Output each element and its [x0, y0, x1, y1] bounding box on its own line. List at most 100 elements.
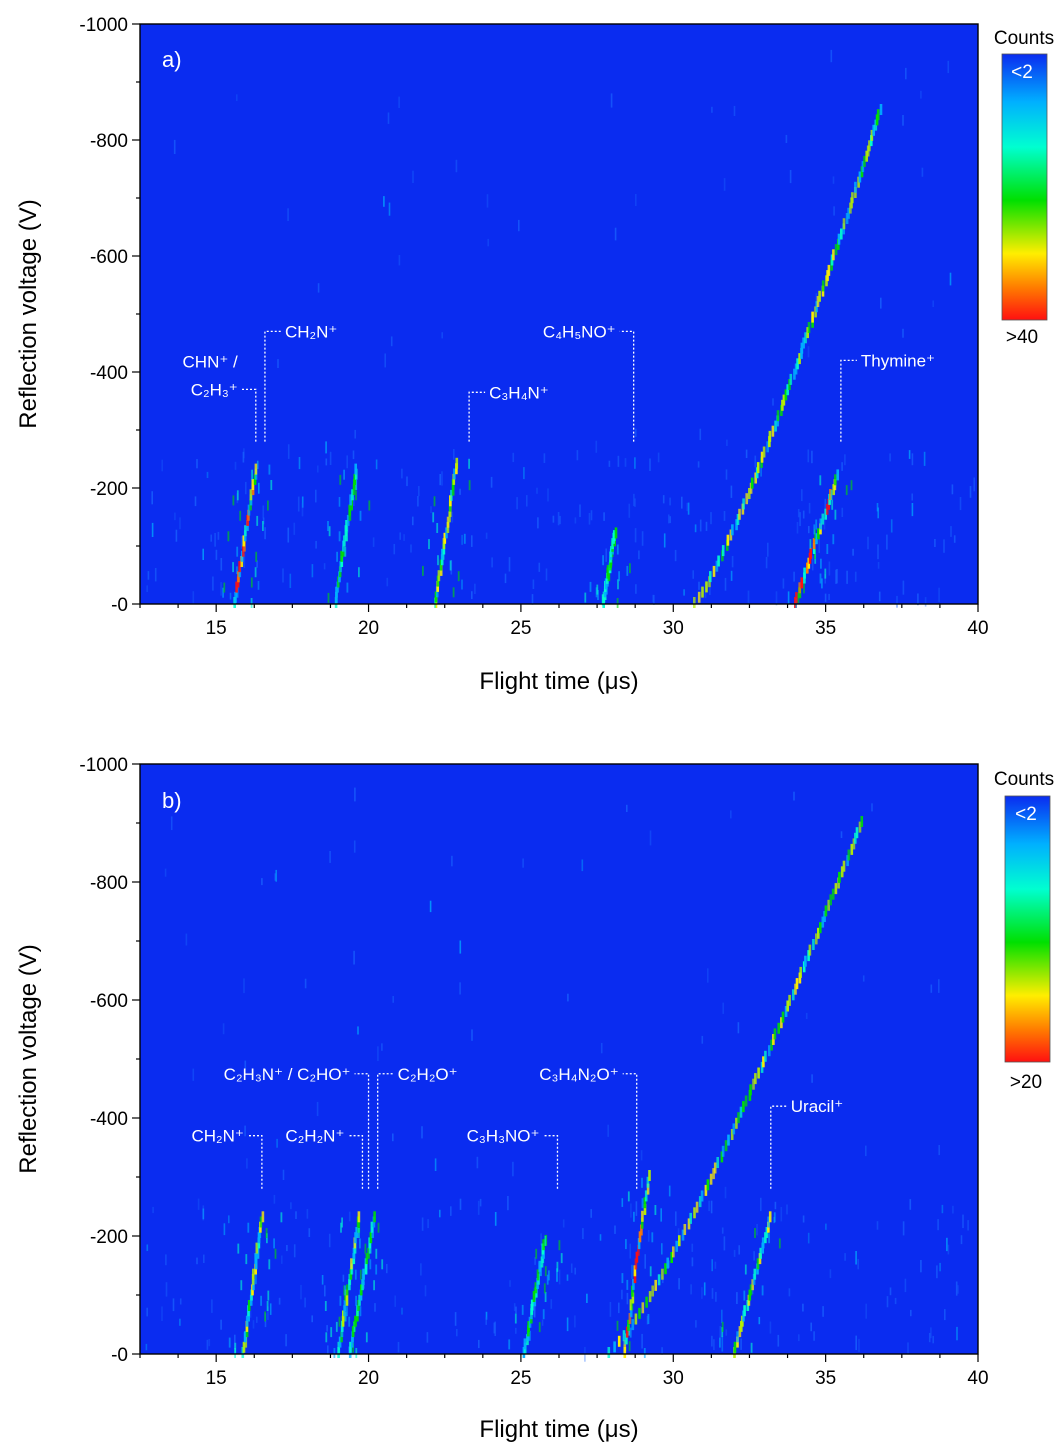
noise-speck — [381, 1043, 383, 1051]
trace-segment — [799, 966, 802, 978]
noise-speck — [738, 1245, 740, 1255]
trace-segment — [452, 587, 455, 598]
trace-segment — [803, 567, 806, 579]
noise-speck — [434, 1158, 437, 1171]
trace-segment — [349, 1341, 352, 1353]
noise-speck — [836, 569, 838, 584]
noise-speck — [393, 543, 396, 555]
trace-segment — [712, 1168, 715, 1180]
trace-segment — [343, 1300, 347, 1311]
noise-speck — [222, 1023, 225, 1035]
trace-segment — [625, 1239, 627, 1250]
trace-segment — [629, 1299, 633, 1311]
noise-speck — [556, 1268, 558, 1282]
noise-speck — [635, 1201, 638, 1216]
noise-speck — [471, 535, 473, 547]
trace-segment — [268, 1259, 271, 1270]
noise-speck — [427, 1219, 429, 1229]
noise-speck — [609, 1302, 612, 1317]
trace-segment — [687, 1218, 691, 1230]
trace-segment — [666, 1257, 669, 1269]
noise-speck — [301, 496, 304, 508]
noise-speck — [244, 1060, 247, 1070]
noise-speck — [328, 1233, 331, 1248]
trace-segment — [798, 353, 801, 365]
noise-speck — [691, 1257, 694, 1267]
trace-segment — [834, 883, 838, 895]
trace-segment — [602, 555, 604, 566]
noise-speck — [311, 1315, 313, 1323]
trace-segment — [340, 1222, 342, 1233]
trace-segment — [713, 1162, 717, 1174]
trace-segment — [809, 539, 812, 550]
trace-segment — [640, 1217, 644, 1229]
noise-speck — [262, 505, 265, 519]
trace-segment — [672, 1246, 675, 1258]
noise-speck — [550, 1299, 553, 1309]
noise-speck — [206, 471, 209, 478]
trace-segment — [641, 1198, 644, 1209]
noise-speck — [215, 549, 218, 560]
trace-segment — [259, 1216, 263, 1228]
noise-speck — [877, 507, 879, 519]
trace-segment — [643, 1197, 647, 1209]
noise-speck — [353, 950, 355, 965]
trace-segment — [344, 1290, 346, 1301]
trace-segment — [815, 933, 818, 945]
noise-speck — [410, 544, 412, 553]
trace-segment — [245, 1315, 249, 1327]
trace-segment — [352, 1342, 354, 1353]
noise-speck — [944, 1309, 946, 1321]
noise-speck — [325, 458, 328, 466]
x-tick-label: 40 — [967, 618, 988, 639]
trace-segment — [355, 480, 358, 490]
x-tick-label: 15 — [206, 618, 227, 639]
noise-speck — [854, 571, 857, 582]
noise-speck — [753, 1251, 755, 1261]
noise-speck — [911, 503, 914, 517]
noise-speck — [287, 208, 289, 221]
trace-segment — [802, 337, 805, 349]
noise-speck — [630, 1203, 632, 1218]
noise-speck — [614, 1225, 616, 1234]
noise-speck — [217, 531, 220, 540]
trace-segment — [544, 1266, 547, 1277]
trace-segment — [365, 1253, 369, 1265]
trace-segment — [847, 849, 851, 861]
noise-speck — [357, 1026, 359, 1035]
trace-segment — [819, 922, 822, 934]
noise-speck — [626, 804, 628, 812]
noise-speck — [841, 462, 843, 471]
noise-speck — [649, 458, 651, 471]
trace-segment — [768, 1211, 772, 1223]
noise-speck — [618, 1302, 620, 1314]
noise-speck — [390, 336, 393, 347]
noise-speck — [621, 1289, 623, 1300]
trace-segment — [614, 527, 618, 539]
trace-segment — [325, 1332, 328, 1343]
noise-speck — [374, 1303, 376, 1312]
noise-speck — [828, 561, 831, 576]
noise-speck — [441, 332, 443, 339]
noise-speck — [161, 1306, 163, 1321]
noise-speck — [705, 521, 708, 531]
x-axis-label: Flight time (μs) — [479, 1416, 638, 1443]
noise-speck — [633, 493, 635, 507]
annotations: CHN⁺ / C₂H₃⁺ CH₂N⁺ C₃H₄N⁺ C₄H₅NO⁺ Thymine⁺ — [183, 322, 935, 442]
noise-speck — [681, 496, 683, 509]
heatmap-plot-area — [140, 764, 978, 1354]
noise-speck — [932, 1335, 934, 1344]
trace-segment — [860, 816, 864, 827]
trace-segment — [262, 521, 264, 531]
trace-segment — [838, 871, 841, 883]
x-tick-label: 20 — [358, 1368, 379, 1389]
annotation-leader — [348, 1135, 364, 1189]
trace-segment — [340, 550, 343, 562]
trace-segment — [786, 384, 789, 396]
noise-speck — [420, 1263, 422, 1276]
trace-segment — [521, 1304, 524, 1315]
trace-segment — [373, 1280, 375, 1291]
trace-segment — [744, 1095, 748, 1107]
annotation-leader — [354, 1073, 370, 1189]
